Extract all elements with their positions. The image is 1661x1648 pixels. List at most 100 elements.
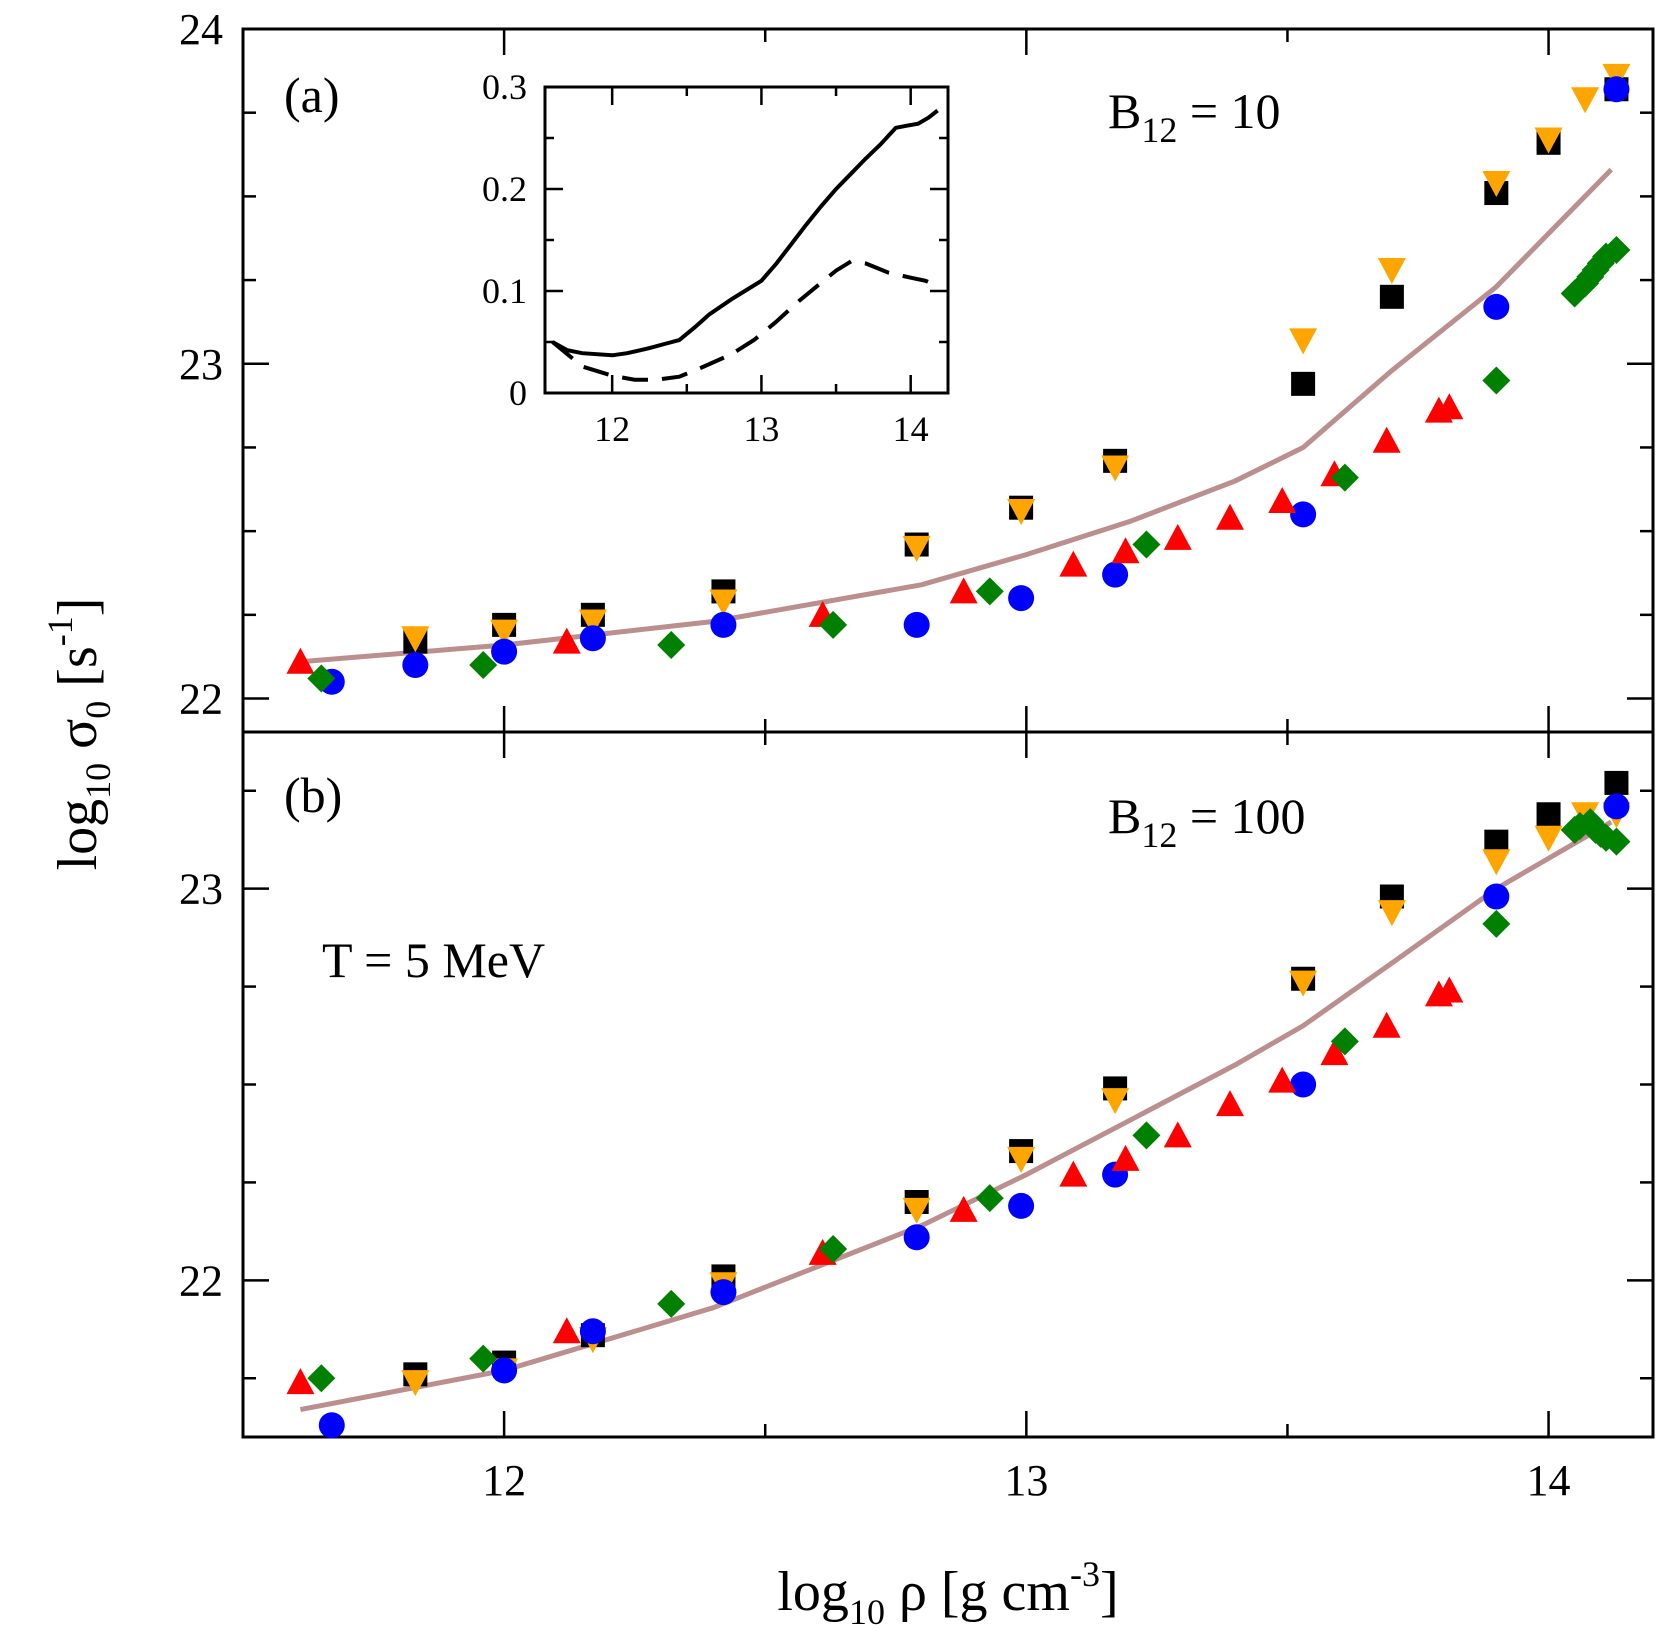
- diamond-marker: [975, 577, 1004, 606]
- triangle-up-marker: [552, 627, 581, 654]
- triangle-up-marker: [949, 1195, 978, 1222]
- diamond-marker: [1482, 366, 1511, 395]
- diamond-marker: [469, 1344, 498, 1373]
- triangle-up-marker: [1059, 1160, 1088, 1187]
- x-tick-label: 12: [482, 1456, 526, 1505]
- inset-y-tick-label: 0.2: [482, 169, 527, 209]
- circle-marker: [318, 1412, 345, 1439]
- triangle-up-marker: [1111, 1144, 1140, 1171]
- inset-y-tick-label: 0: [509, 373, 527, 413]
- panel-a: 22 23 24 (a) B12 = 10 12 13 14 0 0.1 0.2 0.3: [179, 5, 1655, 734]
- diamond-marker: [819, 1235, 848, 1263]
- triangle-up-marker: [1216, 1090, 1244, 1117]
- x-tick-label: 13: [1004, 1456, 1048, 1505]
- panel-a-ytick-labels: 22 23 24: [179, 5, 223, 724]
- circle-marker: [903, 1224, 930, 1251]
- triangle-up-marker: [1372, 426, 1401, 453]
- panel-a-ticks: [243, 27, 1653, 732]
- triangle-down-marker: [490, 619, 519, 646]
- triangle-down-marker: [1482, 849, 1511, 876]
- circle-marker: [1603, 76, 1630, 103]
- square-marker: [1536, 802, 1561, 827]
- circle-marker: [1483, 293, 1510, 320]
- panel-b-xtick-labels: 12 13 14: [482, 1456, 1570, 1505]
- circle-marker: [579, 625, 606, 652]
- triangle-down-marker: [902, 1197, 931, 1224]
- triangle-down-marker: [1534, 825, 1563, 852]
- triangle-up-marker: [1268, 487, 1297, 514]
- triangle-up-marker: [1372, 1011, 1401, 1038]
- triangle-down-marker: [578, 609, 607, 636]
- panel-b-fit-line: [299, 819, 1613, 1413]
- triangle-up-marker: [949, 577, 978, 604]
- panel-b-field-annotation: B12 = 100: [1108, 788, 1306, 855]
- diamond-marker: [1330, 463, 1359, 492]
- square-marker: [1291, 371, 1316, 396]
- circle-marker: [903, 611, 930, 638]
- panel-b-ticks: [243, 732, 1653, 1437]
- triangle-up-marker: [1163, 523, 1192, 550]
- y-tick-label: 24: [179, 5, 223, 54]
- inset-x-tick-label: 14: [893, 409, 929, 449]
- y-tick-label: 23: [179, 865, 223, 914]
- triangle-down-marker: [902, 535, 931, 562]
- triangle-up-marker: [552, 1317, 581, 1344]
- inset-tick-labels: 12 13 14 0 0.1 0.2 0.3: [482, 67, 929, 449]
- y-tick-label: 23: [179, 340, 223, 389]
- triangle-down-marker: [401, 626, 430, 653]
- diamond-marker: [469, 651, 498, 680]
- triangle-down-marker: [1377, 258, 1406, 285]
- triangle-up-marker: [1111, 537, 1140, 564]
- y-axis-title: log10 σ0 [s-1]: [40, 598, 118, 871]
- x-axis-title: log10 ρ [g cm-3]: [777, 1554, 1118, 1632]
- diamond-marker: [1602, 235, 1631, 264]
- triangle-up-marker: [1435, 393, 1464, 420]
- triangle-up-marker: [1320, 1039, 1349, 1066]
- diamond-marker: [307, 664, 336, 693]
- panel-b-temperature-annotation: T = 5 MeV: [322, 932, 545, 988]
- circle-marker: [1102, 561, 1129, 588]
- triangle-up-marker: [1059, 550, 1088, 577]
- x-tick-label: 14: [1527, 1456, 1571, 1505]
- triangle-down-marker: [1101, 455, 1130, 482]
- triangle-down-marker: [1377, 900, 1406, 927]
- panel-b: 22 23 12 13 14 (b) B12 = 100 T = 5 MeV: [179, 730, 1655, 1505]
- triangle-down-marker: [709, 589, 738, 616]
- triangle-down-marker: [1007, 499, 1036, 526]
- inset-dashed-line: [551, 259, 939, 382]
- square-marker: [1604, 770, 1629, 795]
- circle-marker: [579, 1318, 606, 1345]
- panel-b-frame: [241, 730, 1655, 1439]
- circle-marker: [491, 1357, 518, 1384]
- diamond-marker: [1132, 530, 1161, 559]
- triangle-down-marker: [1007, 1146, 1036, 1173]
- inset-x-tick-label: 12: [594, 409, 630, 449]
- panel-a-fit-line: [300, 167, 1613, 665]
- circle-marker: [1290, 1071, 1317, 1098]
- inset-x-tick-label: 13: [743, 409, 779, 449]
- diamond-marker: [1602, 827, 1631, 856]
- circle-marker: [1290, 501, 1317, 528]
- triangle-up-marker: [1268, 1066, 1297, 1093]
- panel-b-ytick-labels: 22 23: [179, 865, 223, 1306]
- diamond-marker: [819, 610, 848, 639]
- triangle-up-marker: [286, 1368, 315, 1395]
- circle-marker: [1008, 585, 1035, 612]
- panel-a-label: (a): [284, 67, 340, 123]
- square-marker: [1379, 284, 1404, 309]
- y-tick-label: 22: [179, 675, 223, 724]
- circle-marker: [1008, 1192, 1035, 1219]
- triangle-up-marker: [1435, 976, 1464, 1003]
- inset-solid-line: [551, 108, 939, 358]
- circle-marker: [1603, 793, 1630, 820]
- triangle-down-marker: [1101, 1088, 1130, 1115]
- circle-marker: [710, 611, 737, 638]
- panel-a-markers: [286, 63, 1631, 695]
- diamond-marker: [975, 1184, 1004, 1213]
- triangle-down-marker: [1534, 127, 1563, 154]
- inset-ticks: [545, 85, 948, 395]
- diamond-marker: [1482, 909, 1511, 938]
- circle-marker: [491, 638, 518, 665]
- panel-b-label: (b): [284, 767, 342, 823]
